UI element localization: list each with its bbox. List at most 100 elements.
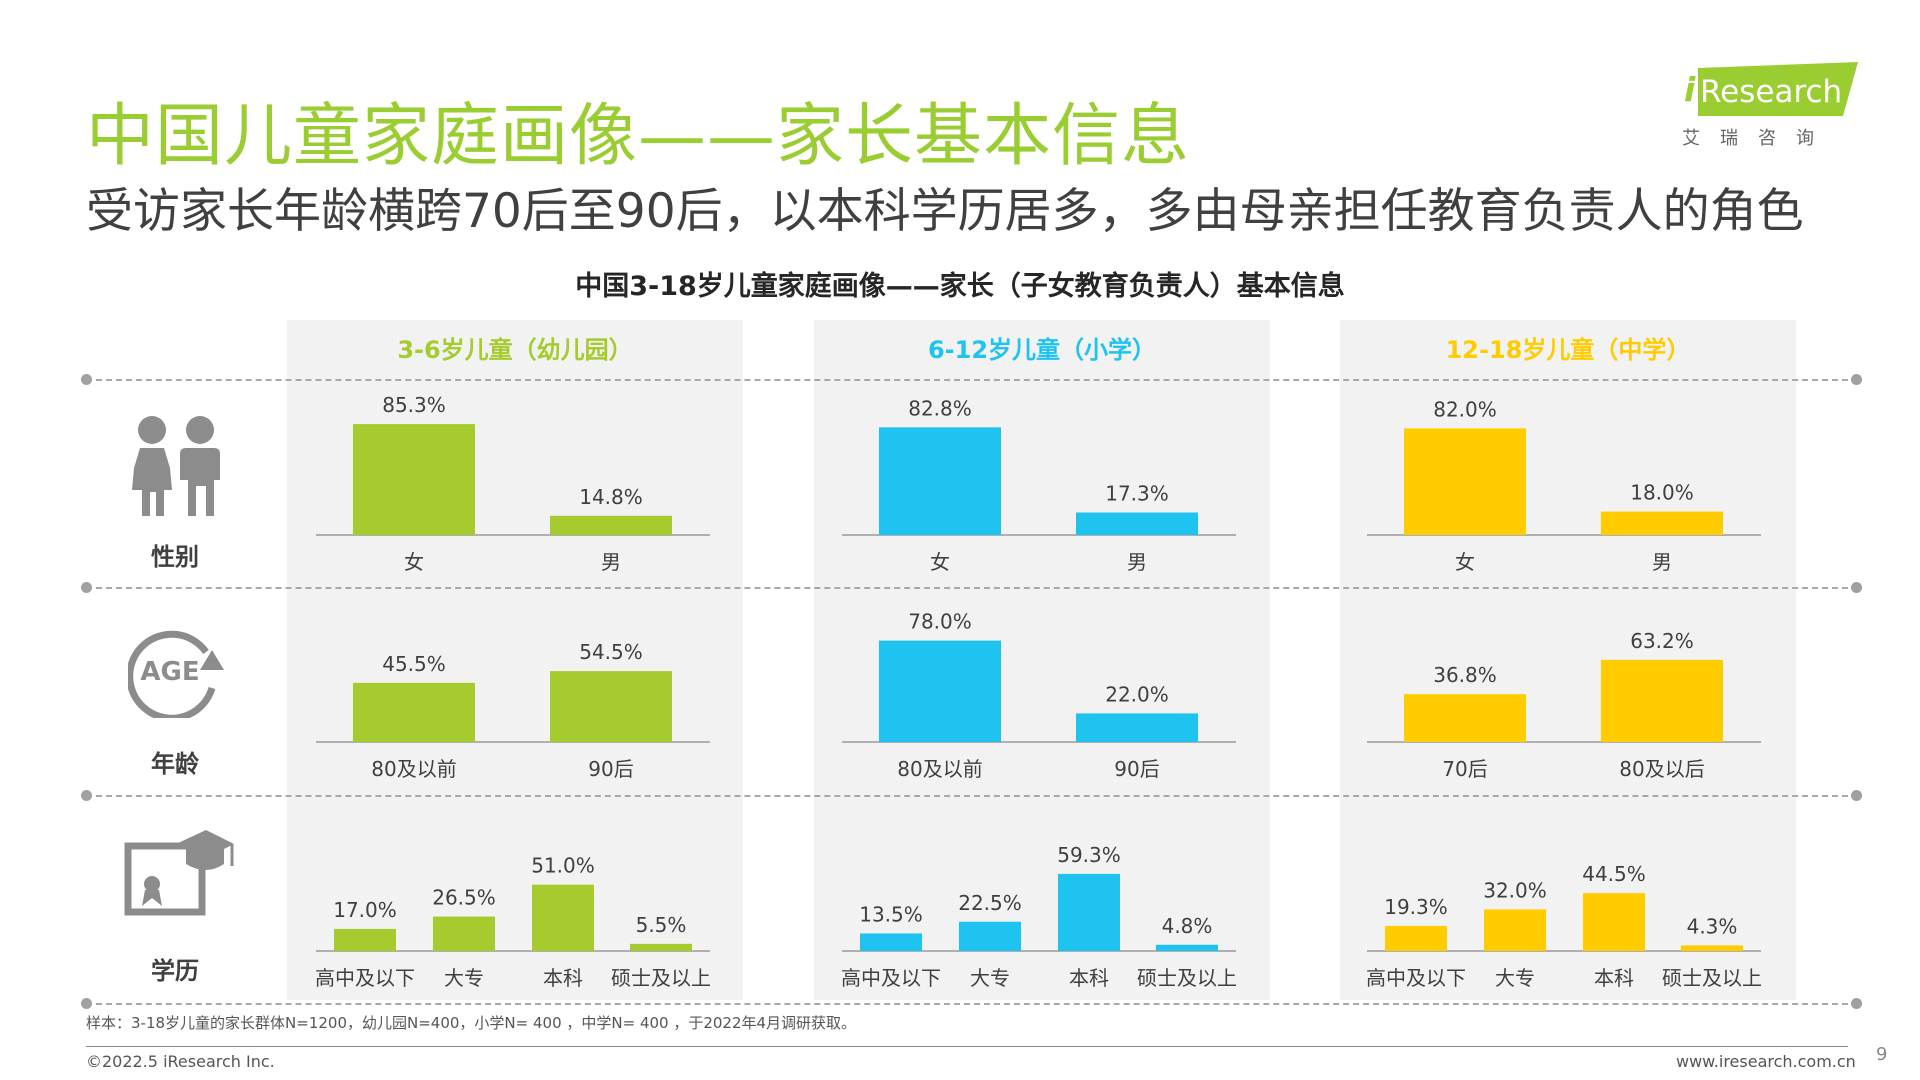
copyright: ©2022.5 iResearch Inc. [86,1052,275,1071]
category-label: 80及以前 [897,757,982,781]
bar-gender [1404,428,1526,535]
separator-dot [1851,998,1862,1009]
data-label: 5.5% [636,913,687,937]
data-label: 51.0% [531,854,595,878]
category-label: 男 [601,550,621,574]
category-label: 硕士及以上 [1662,966,1762,990]
data-label: 19.3% [1384,895,1448,919]
bar-education [1681,945,1743,951]
age-icon: AGE [128,630,224,718]
row-label-education: 学历 [151,957,199,985]
separator-dot [1851,374,1862,385]
data-label: 85.3% [382,393,446,417]
category-label: 高中及以下 [1366,966,1466,990]
logo-text: Research [1700,74,1843,110]
footer-divider [86,1046,1848,1047]
row-label-gender: 性别 [151,543,199,571]
data-label: 13.5% [859,902,923,926]
data-label: 36.8% [1433,663,1497,687]
category-label: 90后 [588,757,633,781]
category-label: 本科 [1594,966,1634,990]
data-label: 17.3% [1105,482,1169,506]
data-label: 4.8% [1162,914,1213,938]
separator-dot [1851,790,1862,801]
bar-gender [1601,511,1723,535]
bar-education [1484,909,1546,951]
data-label: 22.0% [1105,682,1169,706]
bar-education [532,884,594,951]
data-label: 78.0% [908,610,972,634]
category-label: 女 [1455,550,1475,574]
page-number: 9 [1876,1044,1888,1065]
category-label: 女 [404,550,424,574]
panel-title-kindergarten: 3-6岁儿童（幼儿园） [397,336,633,364]
page-subtitle: 受访家长年龄横跨70后至90后，以本科学历居多，多由母亲担任教育负责人的角色 [86,184,1804,239]
row-separator [86,1003,1848,1005]
bar-education [959,921,1021,951]
page-title: 中国儿童家庭画像——家长基本信息 [86,97,1191,176]
data-label: 18.0% [1630,481,1694,505]
bar-education [860,933,922,951]
data-label: 17.0% [333,898,397,922]
row-separator [86,795,1848,797]
data-label: 59.3% [1057,843,1121,867]
category-label: 大专 [970,966,1010,990]
separator-dot [81,790,92,801]
data-label: 26.5% [432,886,496,910]
data-label: 22.5% [958,891,1022,915]
bar-education [1156,944,1218,951]
category-label: 男 [1652,550,1672,574]
category-label: 80及以前 [371,757,456,781]
diploma-icon [124,830,234,916]
separator-dot [1851,582,1862,593]
panel-title-primary: 6-12岁儿童（小学） [927,336,1157,364]
row-separator [86,587,1848,589]
category-label: 高中及以下 [315,966,415,990]
sample-footnote: 样本：3-18岁儿童的家长群体N=1200，幼儿园N=400，小学N= 400 … [86,1014,857,1032]
bar-age [353,682,475,742]
website-link[interactable]: www.iresearch.com.cn [1676,1052,1856,1071]
logo-badge-icon [1698,62,1858,116]
logo-i: i [1684,70,1696,109]
bar-gender [353,424,475,535]
separator-dot [81,998,92,1009]
bar-education [433,916,495,951]
bar-education [630,943,692,951]
row-label-age: 年龄 [151,750,199,778]
separator-dot [81,582,92,593]
data-label: 44.5% [1582,862,1646,886]
data-label: 14.8% [579,485,643,509]
category-label: 本科 [1069,966,1109,990]
category-label: 女 [930,550,950,574]
bar-age [550,671,672,742]
data-label: 45.5% [382,652,446,676]
bar-gender [1076,512,1198,535]
category-label: 大专 [444,966,484,990]
bar-age [879,640,1001,742]
bar-education [334,928,396,951]
category-label: 80及以后 [1619,757,1704,781]
bar-gender [550,515,672,535]
bar-education [1385,925,1447,951]
row-separator [86,379,1848,381]
category-label: 硕士及以上 [1137,966,1237,990]
bar-gender [879,427,1001,535]
bar-education [1058,873,1120,951]
logo-chinese-name: 艾瑞咨询 [1682,128,1834,149]
data-label: 32.0% [1483,878,1547,902]
category-label: 70后 [1442,757,1487,781]
bar-age [1076,713,1198,742]
data-label: 54.5% [579,640,643,664]
category-label: 硕士及以上 [611,966,711,990]
data-label: 82.0% [1433,397,1497,421]
svg-text:AGE: AGE [140,657,199,687]
category-label: 男 [1127,550,1147,574]
chart-title: 中国3-18岁儿童家庭画像——家长（子女教育负责人）基本信息 [575,271,1345,302]
children-icon [132,416,220,516]
bar-age [1601,659,1723,742]
bar-education [1583,893,1645,951]
data-label: 63.2% [1630,629,1694,653]
category-label: 90后 [1114,757,1159,781]
bar-age [1404,694,1526,742]
